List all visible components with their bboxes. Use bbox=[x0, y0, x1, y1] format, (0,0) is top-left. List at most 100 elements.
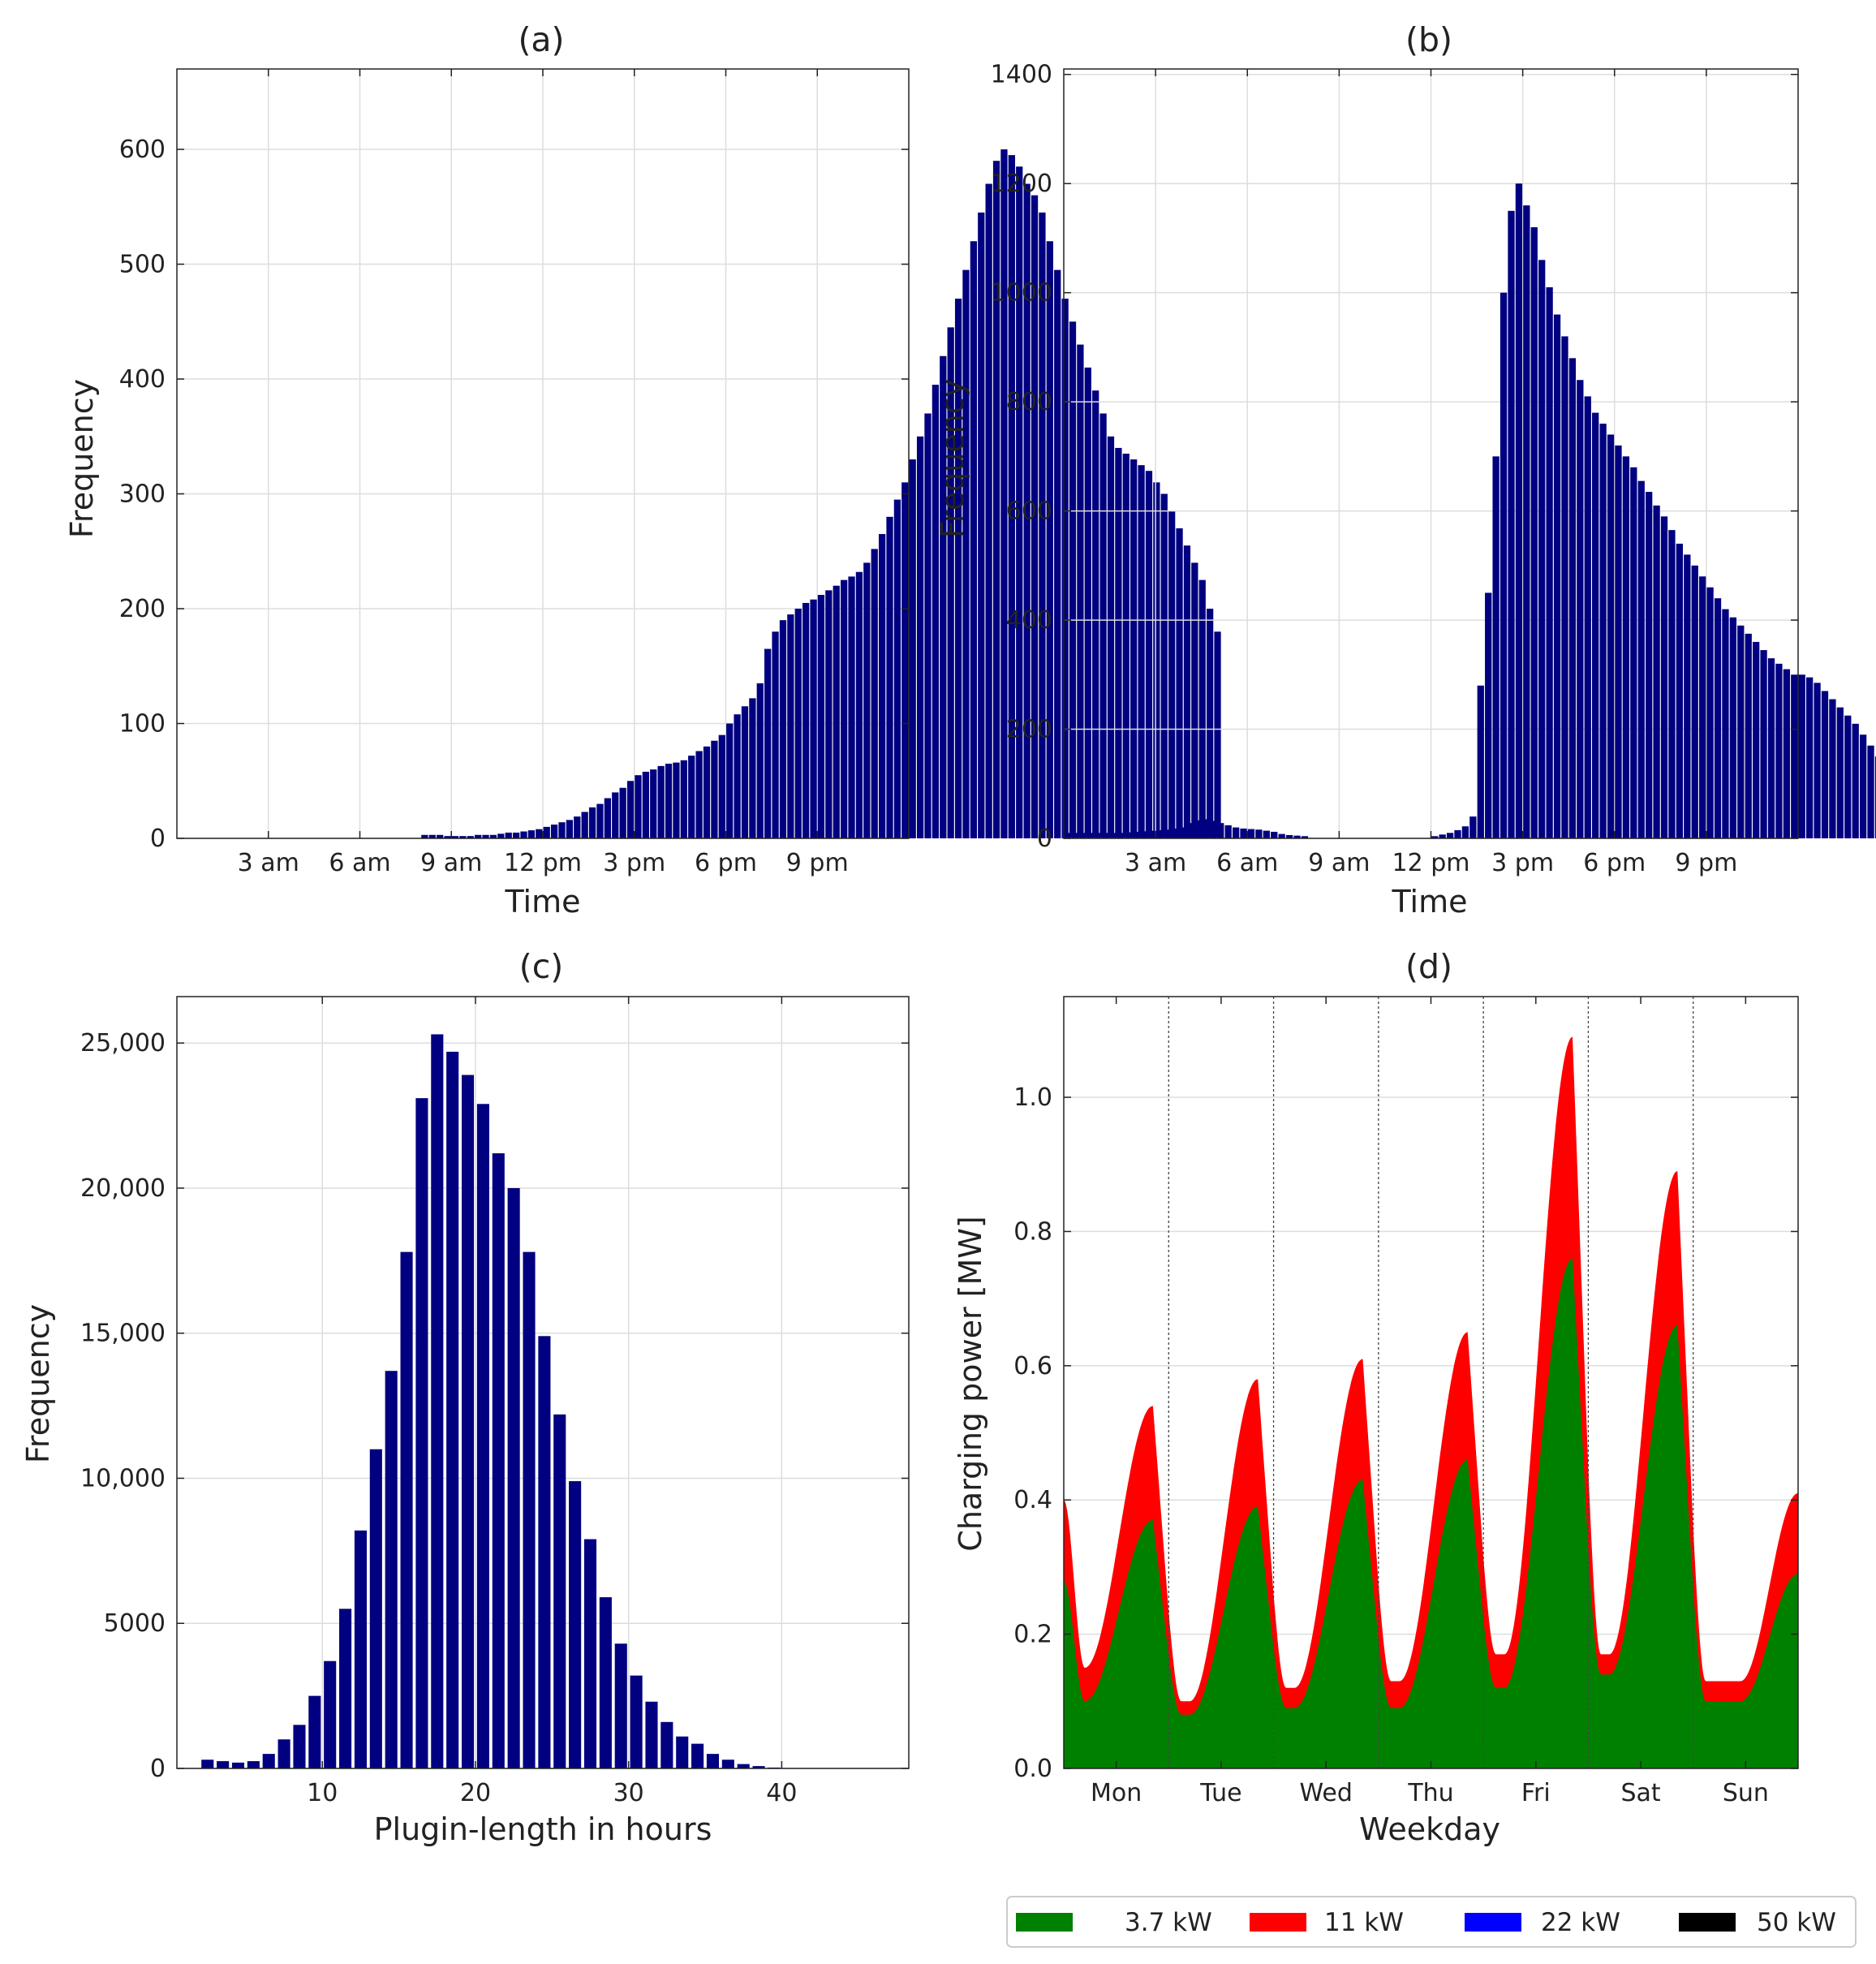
b-bar bbox=[1492, 456, 1500, 838]
b-bar bbox=[1844, 715, 1852, 838]
b-bar bbox=[1745, 633, 1752, 838]
b-bar bbox=[1148, 830, 1155, 838]
d-ytick-label: 0.4 bbox=[1013, 1486, 1052, 1514]
c-bar bbox=[278, 1739, 290, 1768]
a-bar bbox=[1207, 609, 1214, 838]
d-xtick-label: Tue bbox=[1199, 1779, 1241, 1807]
a-bar bbox=[1069, 321, 1077, 838]
b-bar bbox=[1775, 663, 1783, 838]
b-bar bbox=[1599, 424, 1607, 838]
panel-a: (a) 0 100 200 300 400 500 600 3 am 6 am 9 am 12 pm… bbox=[64, 20, 1221, 920]
a-bar bbox=[437, 834, 444, 838]
c-bar bbox=[369, 1449, 382, 1768]
a-bar bbox=[642, 771, 649, 838]
a-bar bbox=[764, 648, 772, 838]
b-bar bbox=[1646, 492, 1653, 838]
c-bar bbox=[507, 1187, 520, 1768]
b-bar bbox=[1079, 833, 1086, 838]
b-bar bbox=[1064, 833, 1071, 838]
b-bar bbox=[1676, 543, 1684, 838]
d-ytick-label: 0.6 bbox=[1013, 1352, 1052, 1380]
a-bar bbox=[901, 482, 909, 838]
b-bar bbox=[1186, 823, 1194, 838]
panel-d-frame bbox=[1063, 996, 1799, 1769]
b-bar bbox=[1561, 336, 1568, 839]
a-bar bbox=[558, 822, 566, 838]
a-bar bbox=[787, 614, 794, 838]
b-bar bbox=[1102, 833, 1109, 838]
a-bar bbox=[459, 836, 467, 838]
c-xtick-label: 10 bbox=[307, 1779, 338, 1807]
b-bar bbox=[1431, 836, 1439, 838]
panel-a-bars bbox=[421, 149, 1221, 839]
c-bar bbox=[476, 1104, 489, 1768]
panel-a-ylabel: Frequency bbox=[64, 379, 100, 538]
b-bar bbox=[1202, 819, 1209, 838]
a-bar bbox=[421, 834, 428, 838]
c-bar bbox=[308, 1695, 321, 1768]
b-bar bbox=[1217, 823, 1224, 838]
panel-c-ticks: 0 5000 10,000 15,000 20,000 25,000 10 20 30 40 bbox=[80, 997, 909, 1807]
a-bar bbox=[1130, 459, 1138, 838]
c-bar bbox=[721, 1759, 734, 1768]
a-bar bbox=[841, 579, 848, 838]
legend-label-3-7kw: 3.7 kW bbox=[1125, 1908, 1212, 1937]
c-bar bbox=[583, 1539, 597, 1768]
a-bar bbox=[1061, 298, 1069, 838]
c-bar bbox=[706, 1754, 720, 1768]
d-xtick-label: Sat bbox=[1620, 1779, 1660, 1807]
a-bar bbox=[924, 413, 932, 838]
b-bar bbox=[1714, 598, 1722, 838]
a-bar bbox=[550, 825, 558, 838]
b-bar bbox=[1209, 820, 1216, 838]
panel-a-title: (a) bbox=[518, 20, 564, 59]
b-bar bbox=[1852, 723, 1859, 838]
a-bar bbox=[604, 798, 611, 838]
b-xtick-label: 6 am bbox=[1216, 849, 1278, 877]
a-bar bbox=[1153, 482, 1160, 838]
a-bar bbox=[1183, 545, 1191, 838]
c-bar bbox=[523, 1251, 536, 1768]
c-bar bbox=[231, 1762, 245, 1768]
b-bar bbox=[1255, 829, 1263, 838]
a-bar bbox=[650, 769, 657, 838]
a-bar bbox=[505, 832, 512, 838]
b-ytick-label: 0 bbox=[1037, 825, 1052, 853]
panel-b-xlabel: Time bbox=[1392, 884, 1468, 920]
a-bar bbox=[978, 212, 985, 838]
a-ytick-label: 500 bbox=[119, 251, 166, 279]
a-bar bbox=[1176, 528, 1183, 838]
b-bar bbox=[1224, 825, 1232, 838]
a-xtick-label: 3 am bbox=[238, 849, 299, 877]
a-bar bbox=[848, 576, 855, 838]
c-bar bbox=[431, 1034, 444, 1768]
b-bar bbox=[1814, 683, 1821, 838]
c-bar bbox=[324, 1660, 337, 1768]
b-bar bbox=[1584, 396, 1591, 838]
d-xtick-label: Sun bbox=[1723, 1779, 1769, 1807]
a-bar bbox=[536, 829, 543, 838]
b-ytick-label: 200 bbox=[1006, 716, 1052, 744]
a-bar bbox=[489, 834, 497, 838]
a-ytick-label: 100 bbox=[119, 710, 166, 739]
b-bar bbox=[1691, 565, 1698, 838]
b-bar bbox=[1568, 358, 1577, 838]
panel-d-title: (d) bbox=[1405, 947, 1452, 986]
c-ytick-label: 10,000 bbox=[80, 1464, 166, 1492]
a-bar bbox=[794, 609, 802, 838]
c-ytick-label: 20,000 bbox=[80, 1174, 166, 1203]
b-bar bbox=[1637, 480, 1645, 838]
c-bar bbox=[614, 1643, 627, 1768]
legend-swatch-3-7kw bbox=[1016, 1913, 1073, 1932]
d-xtick-label: Thu bbox=[1407, 1779, 1453, 1807]
b-bar bbox=[1285, 834, 1293, 838]
b-bar bbox=[1668, 530, 1676, 838]
b-bar bbox=[1194, 820, 1202, 838]
b-bar bbox=[1729, 617, 1737, 838]
b-bar bbox=[1874, 756, 1876, 838]
a-bar bbox=[1054, 269, 1061, 838]
b-bar bbox=[1232, 827, 1240, 838]
legend: 3.7 kW 11 kW 22 kW 50 kW bbox=[1006, 1896, 1857, 1948]
b-bar bbox=[1086, 833, 1095, 838]
